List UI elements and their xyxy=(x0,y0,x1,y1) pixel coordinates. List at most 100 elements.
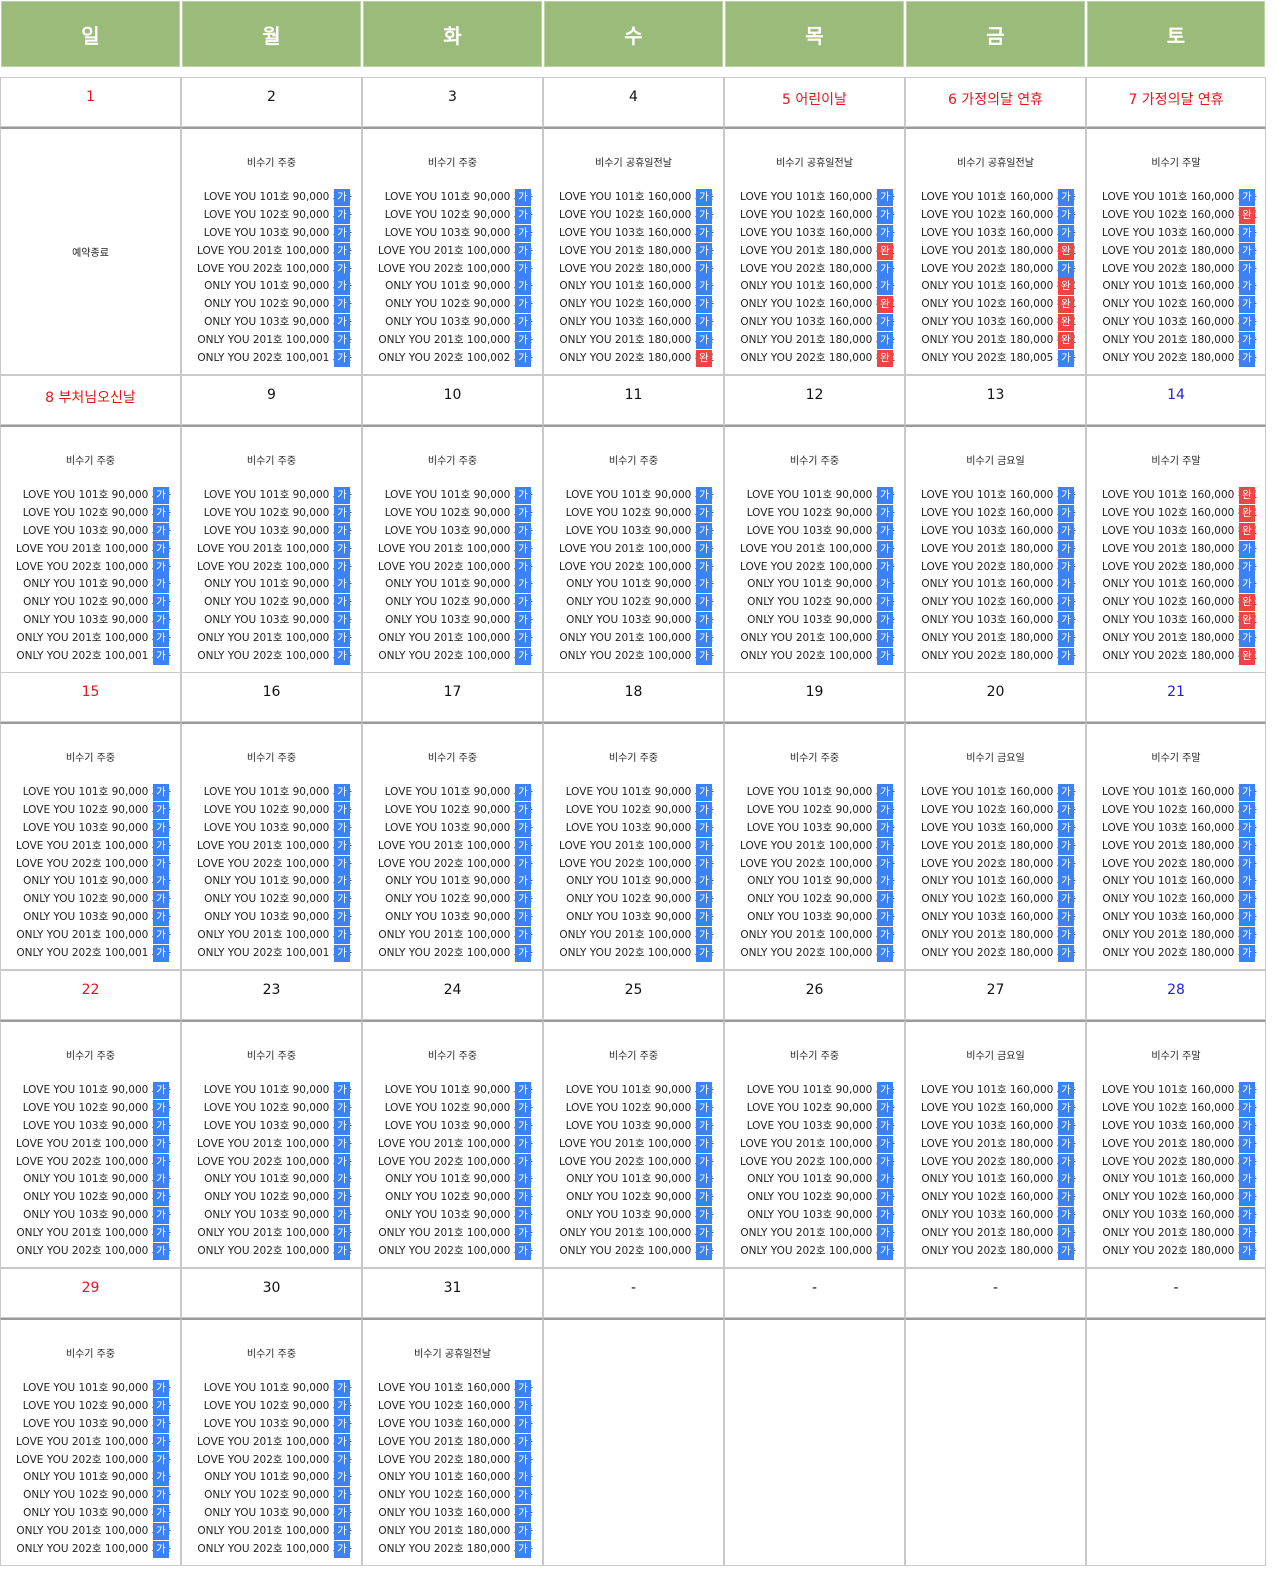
room-row[interactable]: ONLY YOU 202호 180,000 가능가 xyxy=(1087,350,1265,368)
room-row[interactable]: ONLY YOU 102호 160,000 가능가 xyxy=(906,594,1085,612)
room-row[interactable]: ONLY YOU 101호 90,000 가능가 xyxy=(363,576,542,594)
room-row[interactable]: LOVE YOU 103호 90,000 가능가 xyxy=(182,1117,361,1136)
available-badge[interactable]: 가 xyxy=(515,1487,531,1505)
room-row[interactable]: LOVE YOU 201호 100,000 가능가 xyxy=(182,1135,361,1154)
booked-badge[interactable]: 완 xyxy=(1058,242,1074,260)
available-badge[interactable]: 가 xyxy=(696,594,712,612)
room-row[interactable]: ONLY YOU 102호 90,000 가능가 xyxy=(1,1189,180,1207)
room-row[interactable]: ONLY YOU 201호 180,000 가능가 xyxy=(906,1225,1085,1243)
available-badge[interactable]: 가 xyxy=(334,648,350,666)
room-row[interactable]: ONLY YOU 202호 100,000 가능가 xyxy=(725,1243,904,1261)
available-badge[interactable]: 가 xyxy=(153,1397,169,1415)
room-row[interactable]: LOVE YOU 101호 90,000 가능가 xyxy=(1,784,180,802)
room-row[interactable]: ONLY YOU 201호 180,000 가능가 xyxy=(906,927,1085,945)
room-row[interactable]: ONLY YOU 202호 100,000 가능가 xyxy=(363,648,542,666)
room-row[interactable]: LOVE YOU 201호 100,000 가능가 xyxy=(725,837,904,856)
room-row[interactable]: LOVE YOU 103호 90,000 가능가 xyxy=(544,1117,723,1136)
available-badge[interactable]: 가 xyxy=(334,945,350,963)
room-row[interactable]: LOVE YOU 101호 90,000 가능가 xyxy=(1,1380,180,1398)
room-row[interactable]: LOVE YOU 102호 90,000 가능가 xyxy=(725,801,904,820)
room-row[interactable]: ONLY YOU 201호 100,000 가능가 xyxy=(182,332,361,350)
available-badge[interactable]: 가 xyxy=(1239,891,1255,909)
available-badge[interactable]: 가 xyxy=(1058,487,1074,504)
available-badge[interactable]: 가 xyxy=(877,260,893,278)
available-badge[interactable]: 가 xyxy=(696,801,712,819)
available-badge[interactable]: 가 xyxy=(696,1243,712,1261)
available-badge[interactable]: 가 xyxy=(1058,260,1074,278)
available-badge[interactable]: 가 xyxy=(1239,189,1255,206)
available-badge[interactable]: 가 xyxy=(1239,909,1255,927)
available-badge[interactable]: 가 xyxy=(153,648,169,666)
available-badge[interactable]: 가 xyxy=(515,1153,531,1171)
available-badge[interactable]: 가 xyxy=(334,1469,350,1487)
available-badge[interactable]: 가 xyxy=(515,891,531,909)
available-badge[interactable]: 가 xyxy=(334,189,350,206)
room-row[interactable]: ONLY YOU 201호 100,000 가능가 xyxy=(544,1225,723,1243)
room-row[interactable]: ONLY YOU 103호 90,000 가능가 xyxy=(182,314,361,332)
available-badge[interactable]: 가 xyxy=(515,1243,531,1261)
booked-badge[interactable]: 완 xyxy=(1239,206,1255,224)
available-badge[interactable]: 가 xyxy=(153,1415,169,1433)
room-row[interactable]: LOVE YOU 202호 180,000 가능가 xyxy=(1087,558,1265,577)
room-row[interactable]: LOVE YOU 202호 100,000 가능가 xyxy=(544,1153,723,1172)
available-badge[interactable]: 가 xyxy=(515,1469,531,1487)
room-row[interactable]: ONLY YOU 202호 100,000 가능가 xyxy=(544,945,723,963)
room-row[interactable]: LOVE YOU 202호 100,000 가능가 xyxy=(725,558,904,577)
room-row[interactable]: ONLY YOU 102호 90,000 가능가 xyxy=(182,891,361,909)
available-badge[interactable]: 가 xyxy=(696,1117,712,1135)
available-badge[interactable]: 가 xyxy=(696,206,712,224)
room-row[interactable]: ONLY YOU 103호 90,000 가능가 xyxy=(1,909,180,927)
available-badge[interactable]: 가 xyxy=(153,1433,169,1451)
available-badge[interactable]: 가 xyxy=(334,801,350,819)
room-row[interactable]: LOVE YOU 201호 180,000 가능가 xyxy=(544,242,723,261)
available-badge[interactable]: 가 xyxy=(334,1171,350,1189)
booked-badge[interactable]: 완 xyxy=(1239,487,1255,504)
available-badge[interactable]: 가 xyxy=(877,873,893,891)
room-row[interactable]: LOVE YOU 102호 90,000 가능가 xyxy=(182,504,361,523)
room-row[interactable]: LOVE YOU 103호 90,000 가능가 xyxy=(1,819,180,838)
room-row[interactable]: LOVE YOU 202호 100,000 가능가 xyxy=(1,1153,180,1172)
available-badge[interactable]: 가 xyxy=(1239,1225,1255,1243)
room-row[interactable]: LOVE YOU 201호 100,000 가능가 xyxy=(182,242,361,261)
available-badge[interactable]: 가 xyxy=(515,332,531,350)
room-row[interactable]: ONLY YOU 101호 90,000 가능가 xyxy=(182,278,361,296)
room-row[interactable]: ONLY YOU 101호 90,000 가능가 xyxy=(725,576,904,594)
room-row[interactable]: ONLY YOU 202호 180,000 완료완 xyxy=(544,350,723,368)
room-row[interactable]: LOVE YOU 102호 90,000 가능가 xyxy=(363,1099,542,1118)
available-badge[interactable]: 가 xyxy=(696,296,712,314)
room-row[interactable]: ONLY YOU 201호 100,000 가능가 xyxy=(363,927,542,945)
available-badge[interactable]: 가 xyxy=(515,314,531,332)
room-row[interactable]: ONLY YOU 102호 90,000 가능가 xyxy=(363,891,542,909)
room-row[interactable]: LOVE YOU 102호 90,000 가능가 xyxy=(1,504,180,523)
room-row[interactable]: LOVE YOU 101호 90,000 가능가 xyxy=(363,487,542,505)
room-row[interactable]: ONLY YOU 202호 100,001 가능가 xyxy=(1,648,180,666)
available-badge[interactable]: 가 xyxy=(877,855,893,873)
room-row[interactable]: ONLY YOU 103호 160,000 가능가 xyxy=(1087,314,1265,332)
available-badge[interactable]: 가 xyxy=(1058,522,1074,540)
available-badge[interactable]: 가 xyxy=(515,784,531,801)
room-row[interactable]: LOVE YOU 201호 100,000 가능가 xyxy=(1,837,180,856)
available-badge[interactable]: 가 xyxy=(877,630,893,648)
available-badge[interactable]: 가 xyxy=(1058,224,1074,242)
room-row[interactable]: ONLY YOU 103호 160,000 가능가 xyxy=(906,612,1085,630)
available-badge[interactable]: 가 xyxy=(877,504,893,522)
room-row[interactable]: LOVE YOU 102호 90,000 가능가 xyxy=(544,504,723,523)
available-badge[interactable]: 가 xyxy=(334,1225,350,1243)
room-row[interactable]: LOVE YOU 101호 90,000 가능가 xyxy=(544,1082,723,1100)
available-badge[interactable]: 가 xyxy=(1239,1243,1255,1261)
available-badge[interactable]: 가 xyxy=(877,224,893,242)
available-badge[interactable]: 가 xyxy=(877,1189,893,1207)
room-row[interactable]: ONLY YOU 201호 100,000 가능가 xyxy=(1,1225,180,1243)
room-row[interactable]: ONLY YOU 101호 160,000 가능가 xyxy=(906,576,1085,594)
available-badge[interactable]: 가 xyxy=(696,504,712,522)
available-badge[interactable]: 가 xyxy=(153,522,169,540)
available-badge[interactable]: 가 xyxy=(153,784,169,801)
room-row[interactable]: ONLY YOU 103호 90,000 가능가 xyxy=(725,909,904,927)
room-row[interactable]: LOVE YOU 101호 160,000 가능가 xyxy=(1087,784,1265,802)
room-row[interactable]: ONLY YOU 202호 180,000 완료완 xyxy=(725,350,904,368)
available-badge[interactable]: 가 xyxy=(1239,1117,1255,1135)
booked-badge[interactable]: 완 xyxy=(1239,648,1255,666)
room-row[interactable]: LOVE YOU 103호 160,000 가능가 xyxy=(363,1415,542,1434)
room-row[interactable]: LOVE YOU 102호 90,000 가능가 xyxy=(182,206,361,225)
room-row[interactable]: ONLY YOU 102호 90,000 가능가 xyxy=(363,1189,542,1207)
